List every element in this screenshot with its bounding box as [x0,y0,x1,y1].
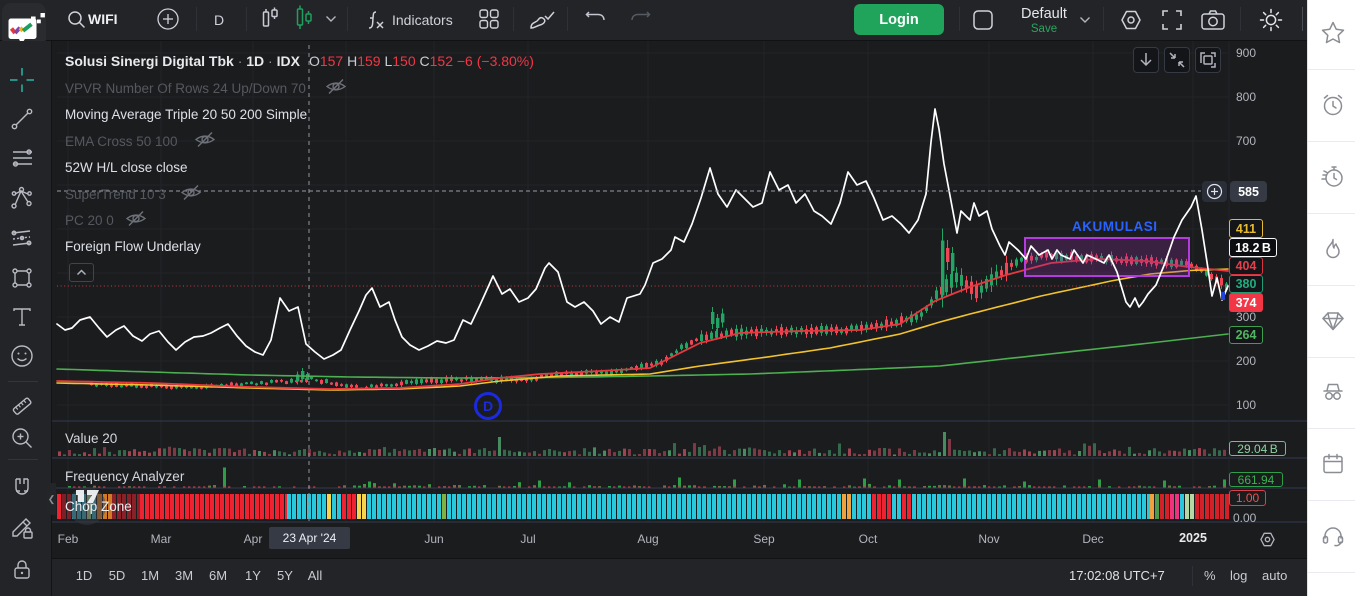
svg-text:D: D [483,398,493,414]
